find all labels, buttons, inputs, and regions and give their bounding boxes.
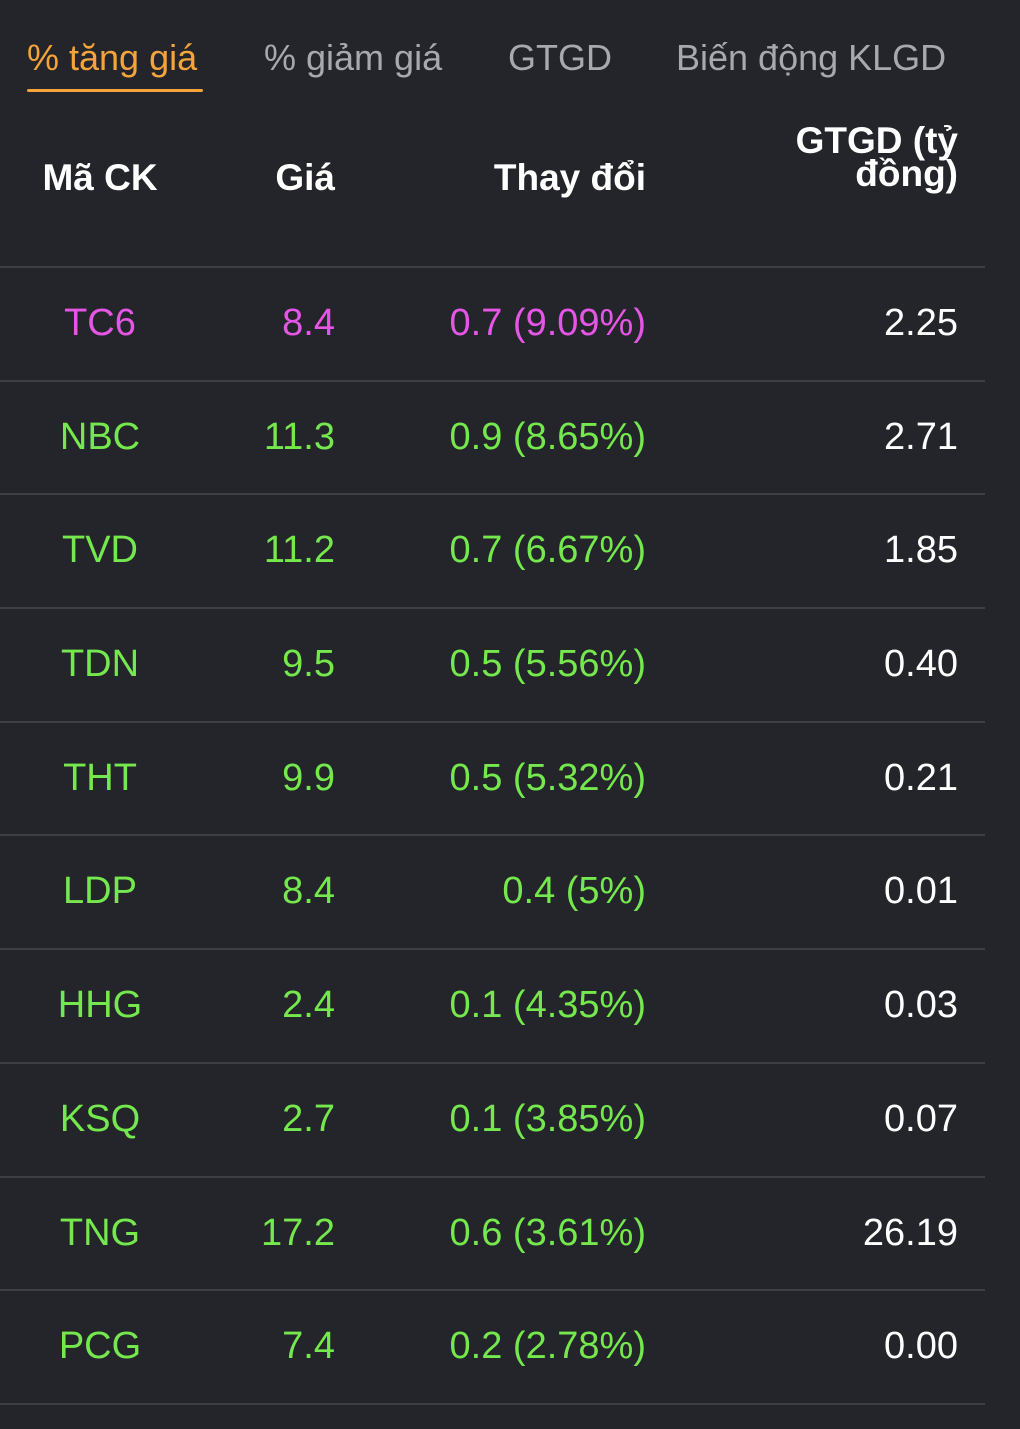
trading-value: 0.07 [884,1097,958,1140]
trading-value: 0.00 [884,1325,958,1368]
stock-price: 9.5 [282,643,335,686]
tab-volume-change[interactable]: Biến động KLGD [676,37,947,78]
stock-change: 0.5 (5.56%) [449,643,646,686]
stock-price: 8.4 [282,302,335,344]
tab-trading-value[interactable]: GTGD [508,37,612,78]
stock-price: 17.2 [261,1211,335,1254]
trading-value: 0.01 [884,870,958,913]
trading-value: 0.40 [884,643,958,686]
stock-change: 0.9 (8.65%) [449,415,646,458]
stock-change: 0.2 (2.78%) [449,1325,646,1368]
stock-change: 0.1 (3.85%) [449,1097,646,1140]
header-change[interactable]: Thay đổi [493,157,646,198]
stock-price: 11.3 [263,415,335,458]
stock-change: 0.7 (9.09%) [449,302,646,344]
trading-value: 26.19 [862,1211,958,1254]
stock-symbol: TC6 [64,302,136,344]
active-tab-indicator [27,89,203,92]
table-row[interactable]: KSQ 2.7 0.1 (3.85%) 0.07 [0,1064,985,1178]
trading-value: 1.85 [884,529,958,572]
stock-price: 7.4 [282,1325,335,1368]
stock-symbol: TVD [62,529,138,572]
stock-price: 9.9 [282,756,335,799]
header-symbol[interactable]: Mã CK [42,157,158,198]
header-price[interactable]: Giá [275,157,335,198]
stock-change: 0.4 (5%) [502,870,646,913]
stock-price: 2.4 [282,984,335,1027]
table-row[interactable]: PCG 7.4 0.2 (2.78%) 0.00 [0,1291,985,1405]
trading-value: 0.21 [884,756,958,799]
stock-change: 0.6 (3.61%) [449,1211,646,1254]
stock-change: 0.1 (4.35%) [449,984,646,1027]
tab-top-losers[interactable]: % giảm giá [264,37,443,78]
tab-bar: % tăng giá % giảm giá GTGD Biến động KLG… [0,0,1020,100]
stock-symbol: PCG [58,1325,142,1368]
stock-change: 0.5 (5.32%) [449,756,646,799]
stock-symbol: TDN [60,643,140,686]
trading-value: 0.03 [884,984,958,1027]
table-row[interactable]: THT 9.9 0.5 (5.32%) 0.21 [0,723,985,837]
stock-table-body: TC6 8.4 0.7 (9.09%) 2.25 NBC 11.3 0.9 (8.65%) 2… [0,268,985,1405]
trading-value: 2.71 [884,415,958,458]
stock-price: 11.2 [263,529,335,572]
header-value[interactable]: GTGD (tỷ đồng) [795,120,958,194]
stock-symbol: LDP [63,870,137,913]
table-row[interactable]: TDN 9.5 0.5 (5.56%) 0.40 [0,609,985,723]
table-header: Mã CK Giá Thay đổi GTGD (tỷ đồng) [0,108,985,268]
table-row[interactable]: TVD 11.2 0.7 (6.67%) 1.85 [0,495,985,610]
stock-symbol: THT [63,756,137,799]
table-row[interactable]: TNG 17.2 0.6 (3.61%) 26.19 [0,1178,985,1292]
table-row[interactable]: TC6 8.4 0.7 (9.09%) 2.25 [0,268,985,382]
stock-symbol: KSQ [59,1097,141,1140]
stock-symbol: NBC [59,415,141,458]
table-row[interactable]: LDP 8.4 0.4 (5%) 0.01 [0,836,985,951]
stock-symbol: HHG [57,984,143,1027]
stock-change: 0.7 (6.67%) [449,529,646,572]
stock-price: 2.7 [282,1097,335,1140]
stock-symbol: TNG [59,1211,141,1254]
stock-price: 8.4 [282,870,335,913]
trading-value: 2.25 [884,302,958,344]
table-row[interactable]: NBC 11.3 0.9 (8.65%) 2.71 [0,382,985,496]
table-row[interactable]: HHG 2.4 0.1 (4.35%) 0.03 [0,950,985,1064]
tab-top-gainers[interactable]: % tăng giá [27,37,198,78]
